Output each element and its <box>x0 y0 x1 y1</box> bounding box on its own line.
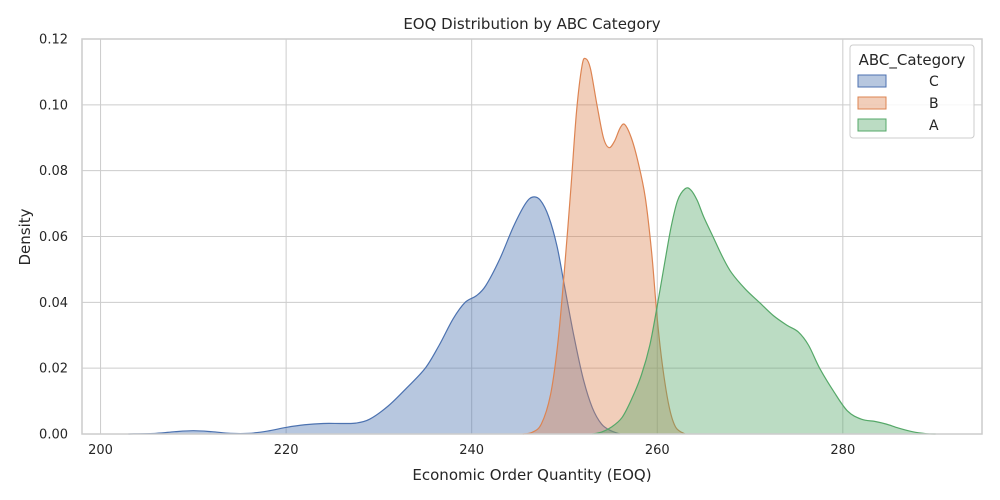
legend-box <box>849 44 975 139</box>
y-axis-title: Density <box>16 208 34 265</box>
x-tick-label: 240 <box>459 443 484 458</box>
plot-frame <box>81 38 983 435</box>
density-areas <box>128 57 936 435</box>
density-area-c <box>128 196 621 434</box>
legend-swatch-b <box>857 96 887 110</box>
x-tick-label: 260 <box>645 443 670 458</box>
y-tick-label: 0.08 <box>39 164 68 179</box>
y-tick-label: 0.04 <box>39 296 68 311</box>
density-area-a <box>592 187 936 434</box>
legend-swatch-a <box>857 118 887 132</box>
legend-label-a: A <box>929 118 939 134</box>
y-tick-label: 0.00 <box>39 428 68 443</box>
density-line-a <box>592 187 936 435</box>
y-tick-label: 0.02 <box>39 362 68 377</box>
y-tick-label: 0.06 <box>39 230 68 245</box>
y-tick-labels: 0.00 0.02 0.04 0.06 0.08 0.10 0.12 <box>39 33 68 443</box>
density-area-b <box>522 58 686 434</box>
legend-label-b: B <box>929 96 939 112</box>
plot-border <box>81 38 983 435</box>
legend-label-c: C <box>929 74 939 90</box>
y-tick-label: 0.12 <box>39 33 68 48</box>
y-tick-label: 0.10 <box>39 98 68 113</box>
x-tick-label: 280 <box>830 443 855 458</box>
x-axis-title: Economic Order Quantity (EOQ) <box>412 466 651 484</box>
legend-items: CBA <box>857 74 939 134</box>
legend-swatch-c <box>857 74 887 88</box>
x-tick-label: 220 <box>274 443 299 458</box>
legend-title: ABC_Category <box>859 51 966 70</box>
x-tick-labels: 200 220 240 260 280 <box>88 443 855 458</box>
legend: ABC_Category CBA <box>849 44 975 139</box>
x-tick-label: 200 <box>88 443 113 458</box>
chart-title: EOQ Distribution by ABC Category <box>403 15 660 33</box>
